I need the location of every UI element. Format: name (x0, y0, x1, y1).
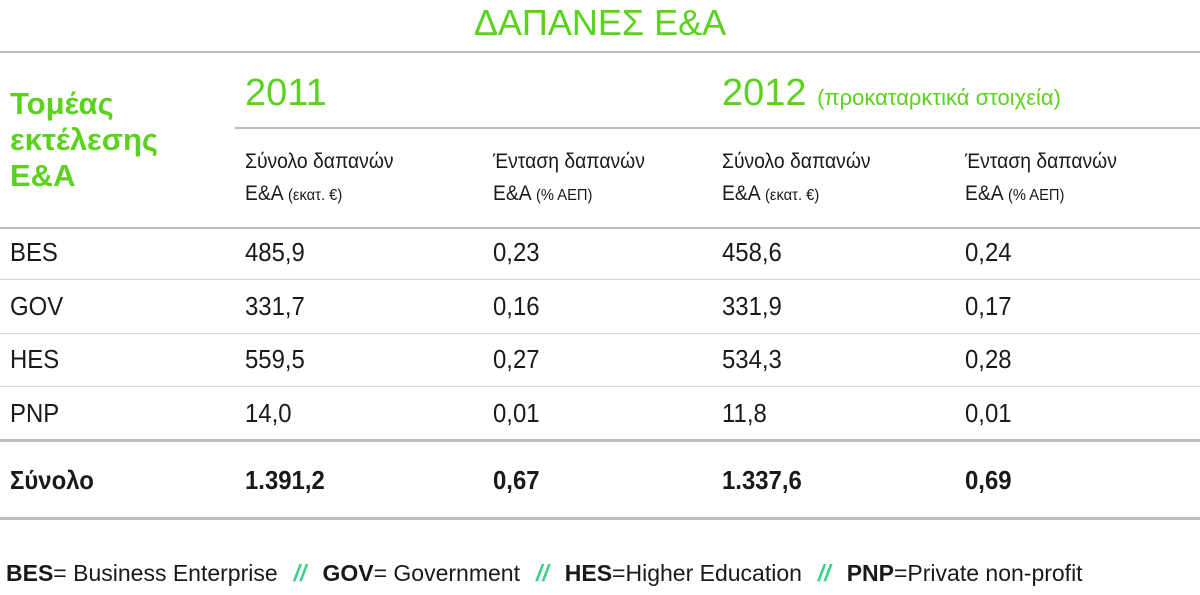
cell: 485,9 (245, 237, 305, 267)
row-header: Σύνολο (10, 465, 94, 495)
rule (235, 127, 1200, 129)
sub-header-line: Σύνολο δαπανών (245, 150, 394, 173)
sub-header-unit: (% ΑΕΠ) (1007, 187, 1065, 204)
cell: 14,0 (245, 398, 292, 428)
cell: 331,7 (245, 291, 305, 321)
separator: // (535, 560, 549, 586)
sub-header-text: Ε&Α (245, 182, 283, 205)
cell: 0,01 (493, 398, 540, 428)
year-label: 2012 (722, 72, 807, 114)
sub-header-line: Ε&Α (εκατ. €) (245, 178, 394, 212)
abbr: BES (6, 560, 54, 586)
sub-header: Ένταση δαπανών Ε&Α (% ΑΕΠ) (493, 146, 645, 212)
sub-header-unit: (εκατ. €) (287, 187, 343, 204)
sub-header-unit: (εκατ. €) (764, 187, 820, 204)
cell: 0,28 (965, 344, 1012, 374)
cell: 331,9 (722, 291, 782, 321)
definition: =Private non-profit (894, 560, 1083, 586)
row-header: BES (10, 237, 58, 267)
corner-line: Ε&Α (10, 158, 76, 193)
cell: 0,23 (493, 237, 540, 267)
corner-header: Τομέας εκτέλεσης Ε&Α (10, 86, 158, 194)
definition: =Higher Education (612, 560, 802, 586)
corner-line: Τομέας (10, 86, 114, 121)
cell: 559,5 (245, 344, 305, 374)
separator: // (817, 560, 831, 586)
abbr: PNP (846, 560, 894, 586)
cell: 0,69 (965, 465, 1012, 495)
sub-header-line: Σύνολο δαπανών (722, 150, 871, 173)
year: 2011 (245, 72, 327, 114)
cell: 1.391,2 (245, 465, 325, 495)
year: 2012 (προκαταρκτικά στοιχεία) (722, 72, 1061, 115)
cell: 458,6 (722, 237, 782, 267)
sub-header-text: Ε&Α (722, 182, 760, 205)
sub-header: Ένταση δαπανών Ε&Α (% ΑΕΠ) (965, 146, 1117, 212)
cell: 1.337,6 (722, 465, 802, 495)
definition: = Business Enterprise (53, 560, 278, 586)
cell: 0,01 (965, 398, 1012, 428)
sub-header-line: Ε&Α (% ΑΕΠ) (965, 178, 1117, 212)
title: ΔΑΠΑΝΕΣ Ε&Α (473, 2, 727, 43)
abbr: GOV (322, 560, 374, 586)
definition: = Government (373, 560, 520, 586)
sub-header: Σύνολο δαπανών Ε&Α (εκατ. €) (722, 146, 871, 212)
sub-header-line: Ένταση δαπανών (493, 150, 645, 173)
cell: 0,16 (493, 291, 540, 321)
row-header: HES (10, 344, 60, 374)
cell: 11,8 (722, 398, 767, 428)
sub-header: Σύνολο δαπανών Ε&Α (εκατ. €) (245, 146, 394, 212)
separator: // (293, 560, 307, 586)
cell: 0,67 (493, 465, 540, 495)
rule (0, 439, 1200, 442)
row-rule (0, 279, 1200, 280)
cell: 534,3 (722, 344, 782, 374)
sub-header-text: Ε&Α (493, 182, 531, 205)
sub-header-line: Ε&Α (εκατ. €) (722, 178, 871, 212)
abbr: HES (564, 560, 613, 586)
sub-header-line: Ε&Α (% ΑΕΠ) (493, 178, 645, 212)
row-rule (0, 333, 1200, 334)
cell: 0,27 (493, 344, 540, 374)
sub-header-text: Ε&Α (965, 182, 1003, 205)
row-rule (0, 386, 1200, 387)
row-header: PNP (10, 398, 60, 428)
sub-header-unit: (% ΑΕΠ) (535, 187, 593, 204)
rule (0, 51, 1200, 53)
row-header: GOV (10, 291, 64, 321)
year-note: (προκαταρκτικά στοιχεία) (817, 85, 1061, 110)
sub-header-line: Ένταση δαπανών (965, 150, 1117, 173)
footer: BES= Business Enterprise // GOV= Governmen… (6, 560, 1083, 587)
cell: 0,24 (965, 237, 1012, 267)
corner-line: εκτέλεσης (10, 122, 159, 157)
rule (0, 517, 1200, 520)
rule (0, 227, 1200, 229)
cell: 0,17 (965, 291, 1012, 321)
